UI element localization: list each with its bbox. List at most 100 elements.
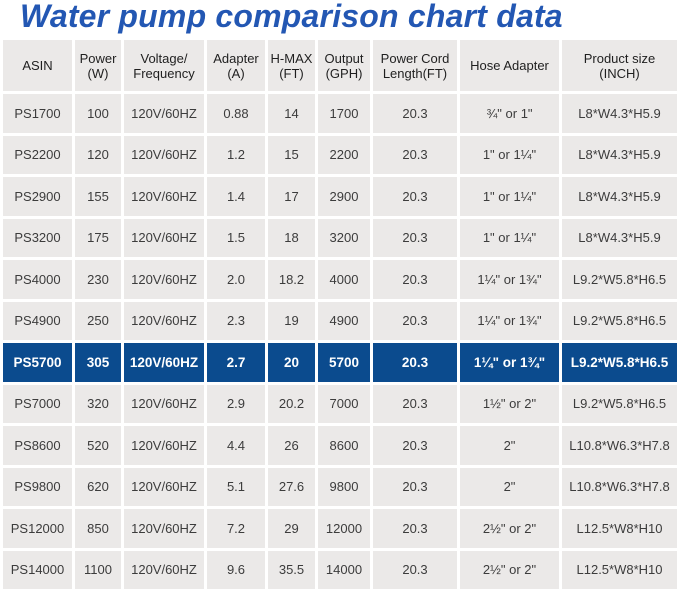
cell-output: 4900 [318, 301, 370, 340]
cell-power: 620 [75, 467, 121, 506]
header-asin: ASIN [3, 40, 72, 91]
header-product-size: Product size (INCH) [562, 40, 677, 91]
cell-power: 250 [75, 301, 121, 340]
cell-asin: PS9800 [3, 467, 72, 506]
cell-output: 2200 [318, 135, 370, 174]
cell-h-max: 18 [268, 218, 315, 257]
cell-output: 8600 [318, 426, 370, 465]
cell-adapter: 1.5 [207, 218, 265, 257]
cell-voltage: 120V/60HZ [124, 94, 204, 133]
cell-cord-length: 20.3 [373, 177, 457, 216]
cell-adapter: 2.9 [207, 384, 265, 423]
cell-h-max: 20.2 [268, 384, 315, 423]
cell-hose-adapter: 2½" or 2" [460, 509, 559, 548]
cell-hose-adapter: 1¼" or 1¾" [460, 343, 559, 382]
cell-asin: PS4900 [3, 301, 72, 340]
cell-product-size: L10.8*W6.3*H7.8 [562, 426, 677, 465]
cell-asin: PS2200 [3, 135, 72, 174]
cell-adapter: 0.88 [207, 94, 265, 133]
cell-product-size: L9.2*W5.8*H6.5 [562, 343, 677, 382]
cell-hose-adapter: ¾" or 1" [460, 94, 559, 133]
cell-output: 2900 [318, 177, 370, 216]
cell-hose-adapter: 2" [460, 426, 559, 465]
cell-voltage: 120V/60HZ [124, 135, 204, 174]
cell-voltage: 120V/60HZ [124, 550, 204, 589]
page-title: Water pump comparison chart data [20, 0, 563, 34]
cell-hose-adapter: 2½" or 2" [460, 550, 559, 589]
header-output: Output (GPH) [318, 40, 370, 91]
cell-voltage: 120V/60HZ [124, 218, 204, 257]
cell-adapter: 1.4 [207, 177, 265, 216]
cell-cord-length: 20.3 [373, 384, 457, 423]
cell-h-max: 26 [268, 426, 315, 465]
header-hose-adapter: Hose Adapter [460, 40, 559, 91]
comparison-table: ASIN Power (W) Voltage/ Frequency Adapte… [3, 40, 677, 589]
cell-output: 7000 [318, 384, 370, 423]
cell-voltage: 120V/60HZ [124, 384, 204, 423]
cell-h-max: 35.5 [268, 550, 315, 589]
cell-adapter: 7.2 [207, 509, 265, 548]
header-voltage-frequency: Voltage/ Frequency [124, 40, 204, 91]
cell-hose-adapter: 1" or 1¼" [460, 177, 559, 216]
cell-power: 850 [75, 509, 121, 548]
cell-asin: PS3200 [3, 218, 72, 257]
cell-product-size: L8*W4.3*H5.9 [562, 94, 677, 133]
cell-hose-adapter: 1¼" or 1¾" [460, 260, 559, 299]
cell-power: 320 [75, 384, 121, 423]
cell-asin: PS7000 [3, 384, 72, 423]
header-h-max: H-MAX (FT) [268, 40, 315, 91]
cell-product-size: L9.2*W5.8*H6.5 [562, 301, 677, 340]
cell-cord-length: 20.3 [373, 135, 457, 174]
cell-product-size: L8*W4.3*H5.9 [562, 218, 677, 257]
header-power-cord-length: Power Cord Length(FT) [373, 40, 457, 91]
cell-voltage: 120V/60HZ [124, 177, 204, 216]
cell-asin: PS2900 [3, 177, 72, 216]
cell-power: 520 [75, 426, 121, 465]
cell-h-max: 18.2 [268, 260, 315, 299]
cell-output: 5700 [318, 343, 370, 382]
cell-adapter: 2.7 [207, 343, 265, 382]
cell-cord-length: 20.3 [373, 550, 457, 589]
cell-cord-length: 20.3 [373, 94, 457, 133]
cell-power: 230 [75, 260, 121, 299]
cell-h-max: 19 [268, 301, 315, 340]
cell-hose-adapter: 1¼" or 1¾" [460, 301, 559, 340]
cell-hose-adapter: 1" or 1¼" [460, 218, 559, 257]
cell-adapter: 2.0 [207, 260, 265, 299]
cell-power: 120 [75, 135, 121, 174]
cell-voltage: 120V/60HZ [124, 301, 204, 340]
cell-adapter: 2.3 [207, 301, 265, 340]
cell-h-max: 29 [268, 509, 315, 548]
cell-asin: PS12000 [3, 509, 72, 548]
cell-product-size: L8*W4.3*H5.9 [562, 135, 677, 174]
cell-cord-length: 20.3 [373, 509, 457, 548]
cell-voltage: 120V/60HZ [124, 426, 204, 465]
cell-voltage: 120V/60HZ [124, 260, 204, 299]
cell-h-max: 15 [268, 135, 315, 174]
cell-cord-length: 20.3 [373, 301, 457, 340]
cell-product-size: L12.5*W8*H10 [562, 509, 677, 548]
cell-power: 100 [75, 94, 121, 133]
cell-voltage: 120V/60HZ [124, 467, 204, 506]
cell-product-size: L8*W4.3*H5.9 [562, 177, 677, 216]
cell-hose-adapter: 2" [460, 467, 559, 506]
cell-cord-length: 20.3 [373, 426, 457, 465]
cell-adapter: 5.1 [207, 467, 265, 506]
cell-h-max: 20 [268, 343, 315, 382]
cell-output: 12000 [318, 509, 370, 548]
cell-output: 4000 [318, 260, 370, 299]
cell-hose-adapter: 1" or 1¼" [460, 135, 559, 174]
cell-asin: PS8600 [3, 426, 72, 465]
header-adapter: Adapter (A) [207, 40, 265, 91]
cell-output: 3200 [318, 218, 370, 257]
cell-product-size: L12.5*W8*H10 [562, 550, 677, 589]
cell-power: 155 [75, 177, 121, 216]
cell-power: 305 [75, 343, 121, 382]
cell-adapter: 1.2 [207, 135, 265, 174]
cell-voltage: 120V/60HZ [124, 343, 204, 382]
cell-cord-length: 20.3 [373, 260, 457, 299]
cell-h-max: 27.6 [268, 467, 315, 506]
cell-output: 9800 [318, 467, 370, 506]
cell-product-size: L9.2*W5.8*H6.5 [562, 384, 677, 423]
cell-cord-length: 20.3 [373, 467, 457, 506]
